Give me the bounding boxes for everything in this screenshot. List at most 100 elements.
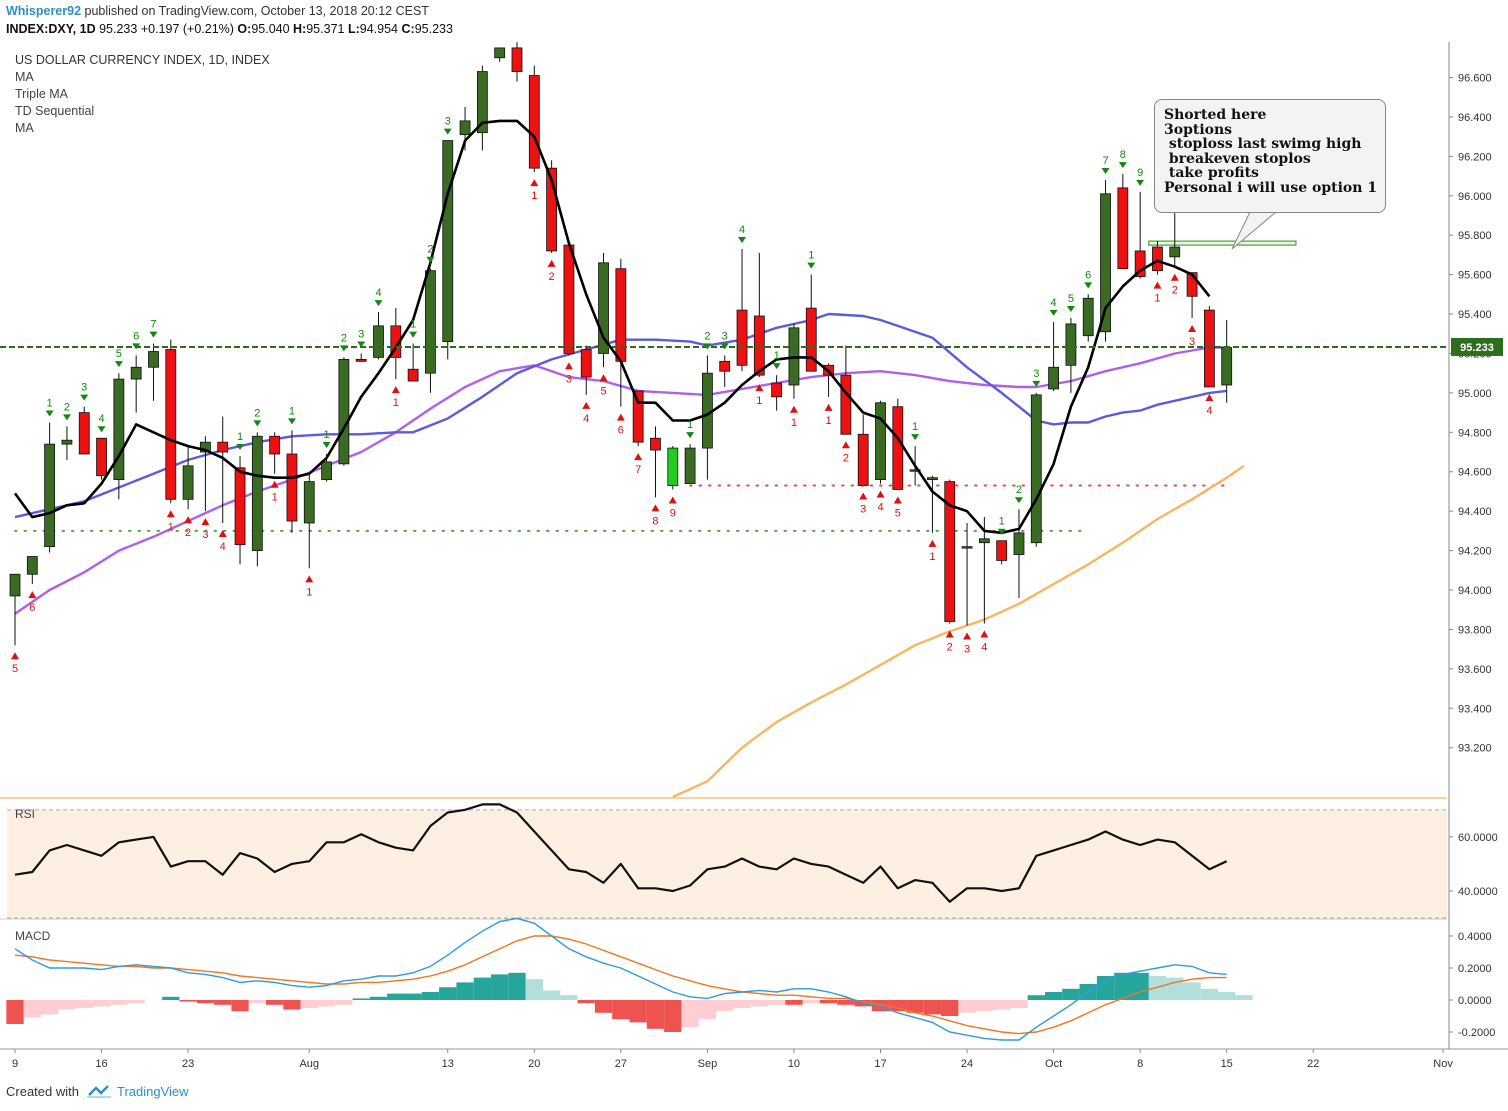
macd-histogram-bar: [231, 1000, 249, 1012]
close-label: C:: [401, 22, 415, 36]
rsi-line: [14, 803, 1228, 903]
macd-histogram-bar: [785, 1000, 803, 1005]
last-price: 95.233: [99, 22, 138, 36]
td-buy-setup-marker: [789, 405, 798, 413]
candle-body: [407, 368, 419, 382]
td-sell-setup-marker: [322, 441, 331, 448]
legend-ma[interactable]: MA: [15, 70, 34, 84]
candle-body: [927, 477, 938, 481]
indicator-legend: US DOLLAR CURRENCY INDEX, 1D, INDEX MA T…: [15, 52, 270, 137]
macd-histogram-bar: [889, 1000, 907, 1012]
candle-body: [26, 556, 38, 575]
legend-td-sequential[interactable]: TD Sequential: [15, 104, 95, 118]
tradingview-logo-icon[interactable]: [86, 1084, 111, 1101]
td-count-label: 1: [756, 395, 762, 407]
macd-histogram-bar: [958, 1000, 976, 1013]
low-value: 94.954: [359, 22, 398, 36]
rsi-axis-label: 40.0000: [1458, 886, 1498, 898]
macd-histogram-bar: [1200, 988, 1219, 1000]
price-axis-label: 95.600: [1458, 270, 1492, 282]
macd-histogram-bar: [993, 1000, 1011, 1010]
macd-histogram-bar: [906, 1000, 924, 1013]
td-buy-setup-marker: [166, 510, 175, 518]
macd-histogram-bar: [317, 1000, 336, 1007]
candle-body: [1065, 323, 1077, 366]
rsi-axis-label: 60.0000: [1458, 832, 1498, 844]
td-count-label: 6: [618, 425, 624, 437]
candle-body: [321, 461, 332, 481]
header-bar: Whisperer92 published on TradingView.com…: [0, 0, 1508, 40]
macd-histogram-bar: [23, 1000, 41, 1018]
td-sell-setup-marker: [357, 341, 366, 348]
macd-histogram-bar: [871, 1000, 890, 1012]
time-axis-label: 20: [528, 1058, 540, 1070]
td-buy-setup-marker: [634, 453, 643, 461]
footer-brand[interactable]: TradingView: [117, 1084, 189, 1099]
td-sell-setup-marker: [1049, 309, 1058, 316]
candle-body: [165, 349, 177, 500]
note-line: stoploss last swimg high: [1164, 136, 1362, 152]
price-axis-label: 96.000: [1458, 191, 1492, 203]
td-sell-setup-marker: [443, 128, 452, 135]
candle-body: [113, 378, 125, 481]
macd-histogram-bar: [837, 1000, 855, 1005]
macd-histogram-bar: [1096, 976, 1115, 1000]
macd-histogram-bar: [1131, 972, 1149, 1000]
legend-main-series[interactable]: US DOLLAR CURRENCY INDEX, 1D, INDEX: [15, 53, 270, 67]
price-axis-label: 94.000: [1458, 585, 1492, 597]
td-sell-setup-marker: [149, 331, 158, 338]
time-axis-label: Nov: [1433, 1058, 1453, 1070]
macd-histogram-bar: [664, 1000, 682, 1032]
price-change: +0.197 (+0.21%): [140, 22, 234, 36]
time-axis-label: 8: [1137, 1058, 1143, 1070]
td-count-label: 4: [375, 287, 381, 299]
td-count-label: 1: [237, 431, 243, 443]
candle-body: [1013, 532, 1025, 555]
macd-histogram-bar: [369, 996, 388, 1000]
candle-body: [44, 443, 56, 548]
macd-histogram-bar: [716, 1000, 734, 1012]
td-count-label: 6: [133, 330, 139, 342]
price-axis-label: 93.200: [1458, 743, 1492, 755]
td-sell-setup-marker: [62, 414, 71, 421]
candle-body: [632, 390, 644, 443]
td-count-label: 1: [687, 419, 693, 431]
macd-histogram-bar: [612, 1000, 630, 1020]
td-sell-setup-marker: [911, 434, 920, 441]
td-count-label: 7: [150, 319, 156, 331]
time-axis-label: 22: [1307, 1058, 1319, 1070]
candle-body: [476, 71, 488, 134]
td-count-label: 5: [600, 385, 606, 397]
candle-body: [459, 120, 471, 136]
td-buy-setup-marker: [201, 518, 210, 526]
candle-body: [996, 540, 1008, 561]
macd-histogram-bar: [265, 1000, 284, 1005]
candle-body: [303, 481, 315, 524]
candle-body: [182, 465, 194, 500]
candle-body: [875, 402, 886, 481]
macd-histogram-bar: [352, 998, 370, 1000]
macd-histogram-bar: [750, 1000, 768, 1007]
td-count-label: 4: [1206, 405, 1212, 417]
candle-body: [719, 360, 731, 372]
candle-body: [736, 309, 748, 366]
price-axis-label: 94.800: [1458, 427, 1492, 439]
td-count-label: 2: [549, 271, 555, 283]
legend-ma-2[interactable]: MA: [15, 121, 34, 135]
legend-triple-ma[interactable]: Triple MA: [15, 87, 69, 101]
macd-histogram-bar: [491, 974, 509, 1000]
macd-histogram-bar: [162, 996, 180, 1000]
td-count-label: 1: [774, 350, 780, 362]
macd-histogram-bar: [421, 992, 440, 1000]
td-sell-setup-marker: [997, 528, 1006, 535]
author-link[interactable]: Whisperer92: [6, 4, 82, 18]
td-sell-setup-marker: [97, 426, 106, 433]
candle-body: [580, 349, 592, 378]
td-count-label: 1: [272, 492, 278, 504]
td-buy-setup-marker: [668, 496, 677, 504]
td-buy-setup-marker: [651, 504, 660, 512]
td-count-label: 3: [1033, 368, 1039, 380]
rsi-label: RSI: [15, 807, 35, 821]
time-axis-label: 13: [442, 1058, 454, 1070]
